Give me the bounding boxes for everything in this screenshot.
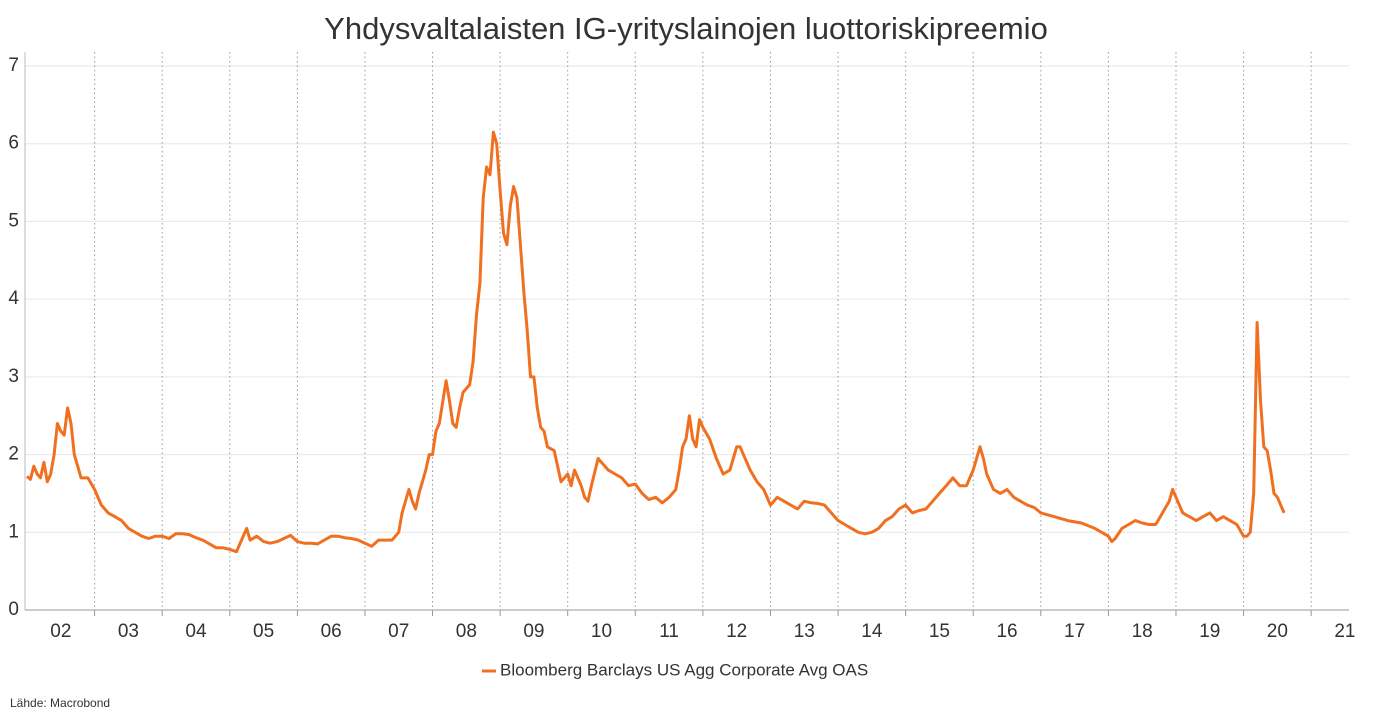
x-tick-label: 07: [388, 621, 409, 642]
x-tick-label: 11: [659, 621, 679, 642]
x-tick-label: 09: [523, 621, 544, 642]
x-tick-label: 12: [726, 621, 747, 642]
y-tick-label: 7: [8, 55, 19, 76]
x-tick-label: 17: [1064, 621, 1085, 642]
y-tick-label: 6: [8, 133, 19, 154]
source: Lähde: Macrobond: [10, 696, 110, 710]
x-tick-label: 08: [456, 621, 477, 642]
x-tick-label: 18: [1132, 621, 1153, 642]
y-tick-label: 3: [8, 366, 19, 387]
x-tick-label: 14: [861, 621, 883, 642]
x-tick-label: 02: [50, 621, 71, 642]
x-tick-label: 04: [185, 621, 207, 642]
x-tick-label: 16: [996, 621, 1017, 642]
legend-label: Bloomberg Barclays US Agg Corporate Avg …: [500, 660, 868, 679]
series-line: [25, 130, 1286, 554]
y-tick-label: 2: [8, 444, 19, 465]
x-tick-label: 19: [1199, 621, 1220, 642]
y-tick-label: 1: [8, 521, 19, 542]
x-tick-label: 15: [929, 621, 950, 642]
x-tick-label: 05: [253, 621, 274, 642]
chart-title: Yhdysvaltalaisten IG-yrityslainojen luot…: [324, 11, 1048, 46]
y-tick-label: 4: [8, 288, 19, 309]
x-tick-label: 20: [1267, 621, 1288, 642]
y-tick-label: 0: [8, 599, 19, 620]
x-tick-label: 21: [1334, 621, 1355, 642]
x-tick-label: 06: [321, 621, 342, 642]
x-tick-label: 03: [118, 621, 139, 642]
x-tick-label: 10: [591, 621, 612, 642]
x-tick-label: 13: [794, 621, 815, 642]
y-tick-label: 5: [8, 210, 19, 231]
